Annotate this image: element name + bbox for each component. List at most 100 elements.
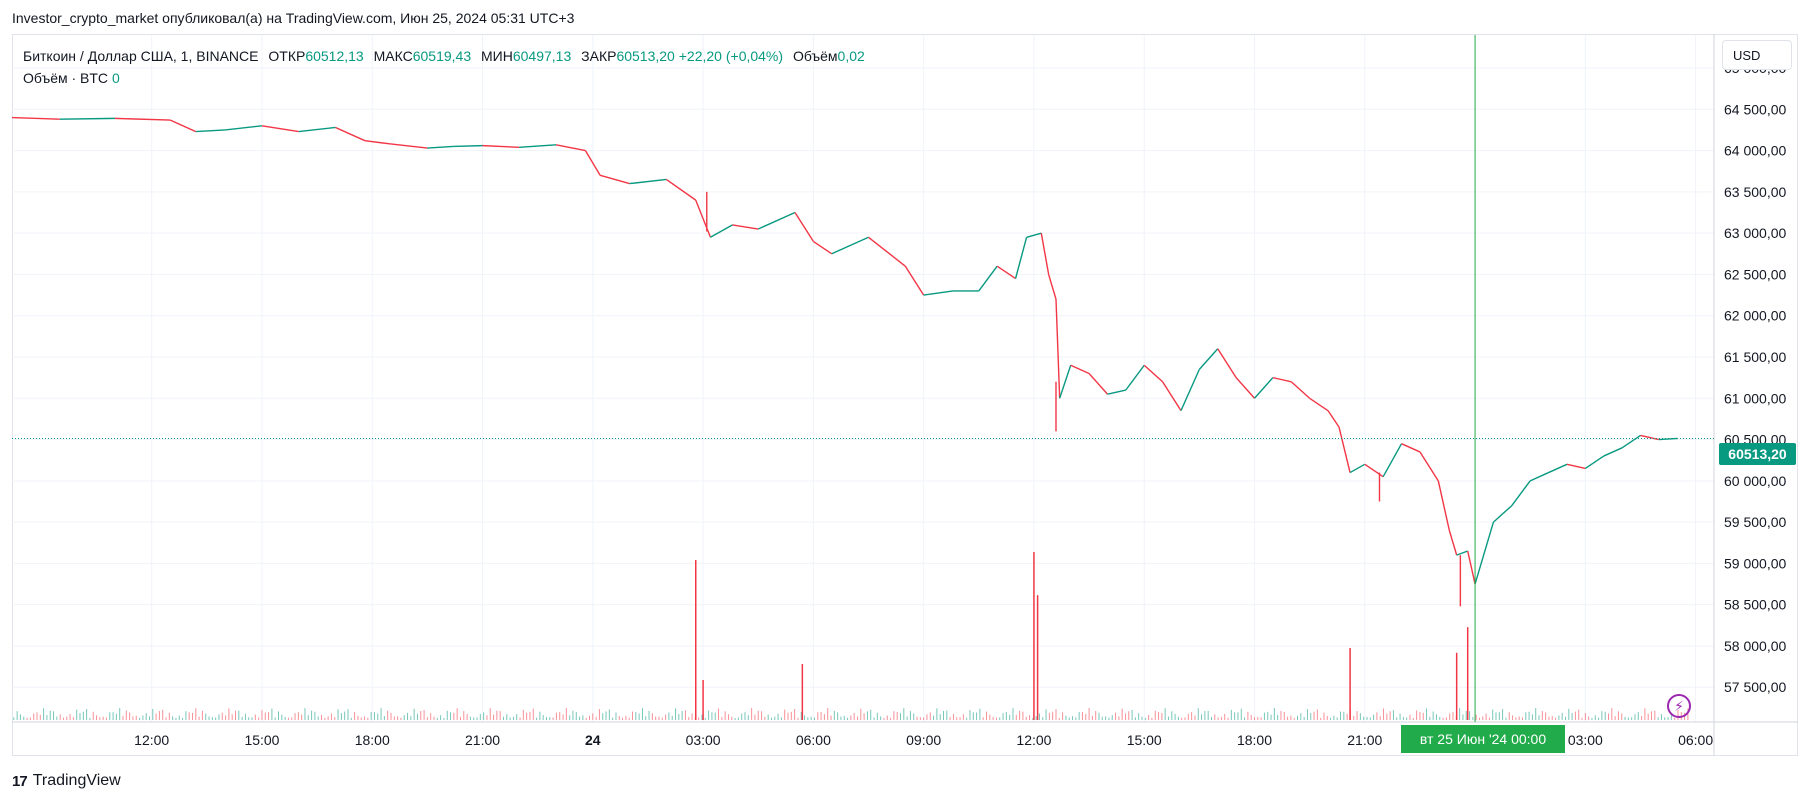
price-segment <box>1047 274 1057 300</box>
volume-study-value: 0 <box>111 70 120 86</box>
price-segment <box>1180 369 1200 411</box>
price-segment <box>794 212 814 242</box>
price-tick-label: 62 000,00 <box>1724 308 1786 324</box>
price-segment <box>195 129 226 133</box>
price-segment <box>11 116 60 120</box>
price-segment <box>1467 550 1476 585</box>
price-segment <box>1055 299 1061 399</box>
price-segment <box>1014 237 1028 279</box>
symbol-legend: Биткоин / Доллар США, 1, BINANCE ОТКР605… <box>23 45 865 89</box>
price-segment <box>169 119 197 133</box>
price-segment <box>1492 505 1513 523</box>
price-segment <box>1456 550 1468 556</box>
price-segment <box>923 290 954 296</box>
brand-name: TradingView <box>32 772 121 789</box>
price-segment <box>1162 381 1182 412</box>
price-segment <box>1419 451 1439 482</box>
price-segment <box>1511 480 1531 507</box>
price-tick-label: 59 500,00 <box>1724 514 1786 530</box>
low-value: 60497,13 <box>512 48 572 64</box>
price-segment <box>1566 463 1586 470</box>
last-price-tag: 60513,20 <box>1719 443 1796 465</box>
change-value: +22,20 (+0,04%) <box>678 48 784 64</box>
volume-label: Объём <box>792 48 838 64</box>
price-segment <box>1235 377 1256 399</box>
volume-study-title: Объём · BTC <box>23 70 109 86</box>
tradingview-logo-icon: 17 <box>12 772 28 790</box>
price-segment <box>1364 463 1384 478</box>
price-tick-label: 58 000,00 <box>1724 638 1786 654</box>
price-segment <box>757 211 796 230</box>
volume-study-legend[interactable]: Объём · BTC 0 <box>23 67 865 89</box>
time-tick-label: 12:00 <box>1016 732 1051 748</box>
price-segment <box>1059 365 1072 399</box>
time-tick-label: 24 <box>585 732 601 748</box>
price-segment <box>1088 373 1108 395</box>
time-tick-label: 09:00 <box>906 732 941 748</box>
price-segment <box>1040 233 1050 275</box>
price-segment <box>695 199 712 238</box>
time-tick-label: 06:00 <box>796 732 831 748</box>
price-segment <box>978 265 998 292</box>
price-tick-label: 59 000,00 <box>1724 555 1786 571</box>
price-segment <box>1448 530 1458 556</box>
time-tick-label: 03:00 <box>686 732 721 748</box>
price-segment <box>453 144 483 148</box>
price-tick-label: 61 500,00 <box>1724 349 1786 365</box>
price-segment <box>1621 434 1641 449</box>
price-segment <box>364 139 391 145</box>
price-segment <box>482 144 520 148</box>
price-segment <box>1401 443 1421 453</box>
symbol-title[interactable]: Биткоин / Доллар США, 1, BINANCE <box>23 48 259 64</box>
price-segment <box>59 117 115 120</box>
price-segment <box>996 265 1016 280</box>
price-segment <box>1437 480 1451 531</box>
price-segment <box>1382 443 1403 478</box>
price-segment <box>812 240 833 255</box>
open-value: 60512,13 <box>305 48 364 64</box>
price-segment <box>1143 364 1164 383</box>
price-segment <box>665 178 697 201</box>
time-tick-label: 06:00 <box>1678 732 1713 748</box>
lightning-icon[interactable]: ⚡ <box>1667 694 1691 718</box>
price-segment <box>1529 471 1549 482</box>
price-segment <box>114 117 171 121</box>
price-tick-label: 64 500,00 <box>1724 101 1786 117</box>
price-segment <box>1640 434 1660 441</box>
price-segment <box>1584 455 1605 470</box>
price-segment <box>1327 410 1340 428</box>
price-segment <box>1125 364 1145 391</box>
price-segment <box>1217 348 1237 379</box>
price-segment <box>1474 521 1495 585</box>
time-tick-label: 18:00 <box>1237 732 1272 748</box>
price-tick-label: 61 000,00 <box>1724 390 1786 406</box>
price-segment <box>904 265 925 296</box>
price-segment <box>519 144 557 148</box>
price-segment <box>1107 389 1126 395</box>
time-tick-label: 12:00 <box>134 732 169 748</box>
time-tick-label: 15:00 <box>1127 732 1162 748</box>
price-segment <box>831 236 869 255</box>
price-segment <box>427 145 454 149</box>
price-segment <box>1603 447 1623 457</box>
price-segment <box>1338 426 1351 473</box>
price-segment <box>1026 232 1042 238</box>
close-value: 60513,20 <box>616 48 675 64</box>
time-tick-label: 21:00 <box>465 732 500 748</box>
price-segment <box>390 143 428 149</box>
price-segment <box>1290 381 1311 399</box>
volume-value: 0,02 <box>837 48 865 64</box>
price-segment <box>710 224 733 238</box>
high-label: МАКС <box>373 48 413 64</box>
crosshair-time-label: вт 25 Июн '24 00:00 <box>1401 725 1565 753</box>
price-segment <box>868 236 906 267</box>
price-segment <box>599 174 630 185</box>
price-segment <box>555 144 586 152</box>
currency-button[interactable]: USD <box>1722 40 1792 70</box>
price-segment <box>1309 397 1329 412</box>
price-segment <box>1253 377 1274 399</box>
price-segment <box>1070 364 1090 375</box>
price-tick-label: 58 500,00 <box>1724 597 1786 613</box>
price-segment <box>584 150 601 176</box>
